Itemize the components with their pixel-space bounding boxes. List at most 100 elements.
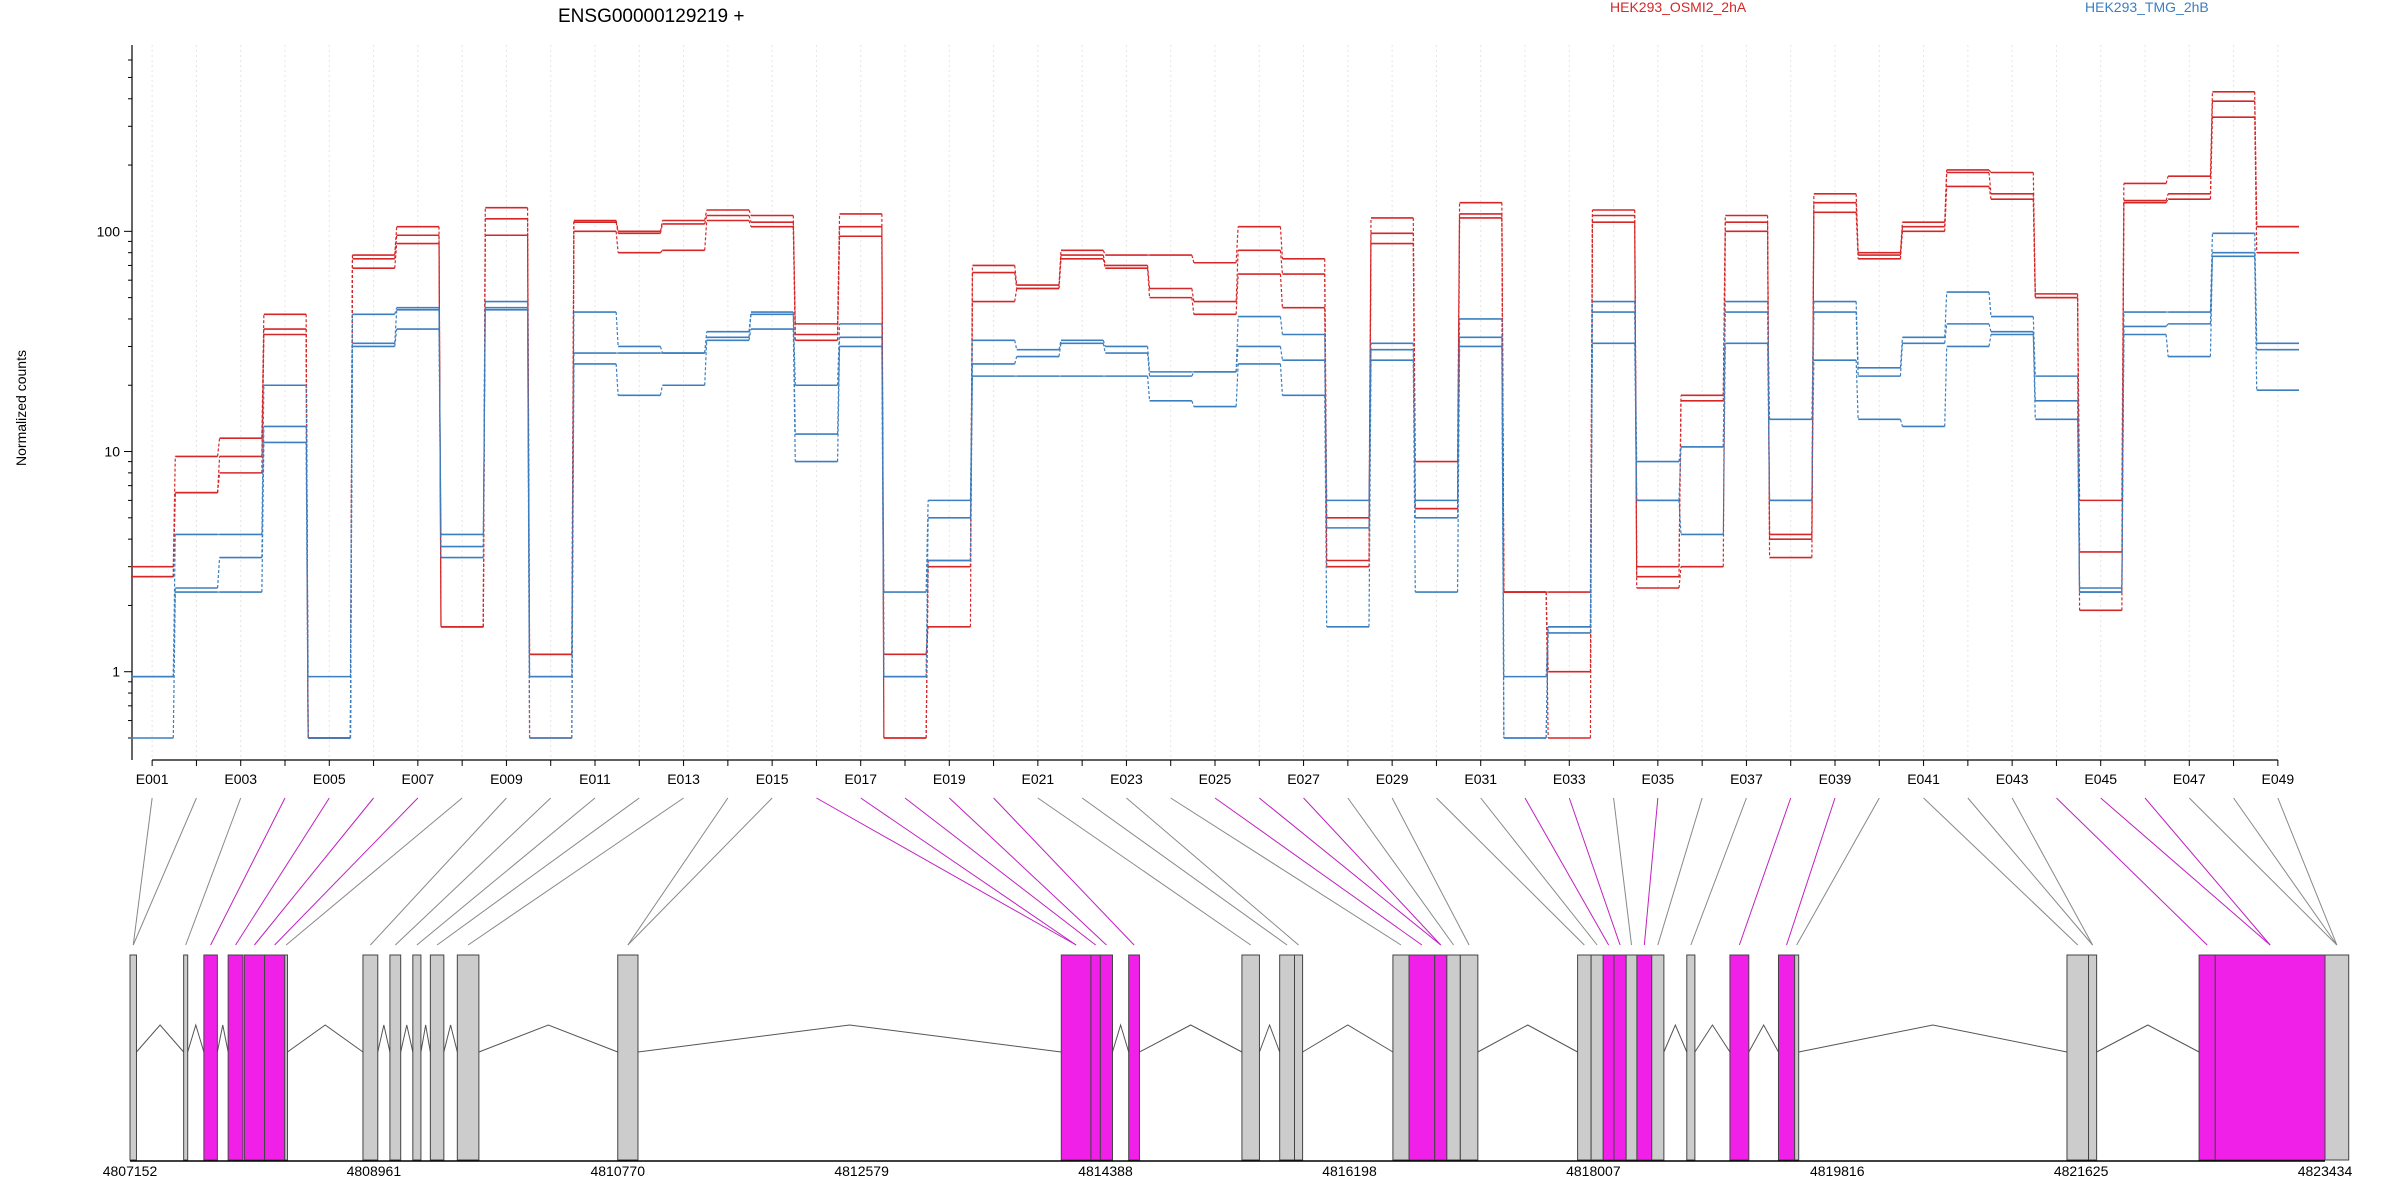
exon-block	[1241, 954, 1260, 1161]
step-connector	[748, 328, 752, 341]
step-connector	[1634, 343, 1638, 501]
connector-E014	[627, 797, 729, 946]
x-tick-label: E003	[224, 771, 257, 787]
intron-line	[1302, 1024, 1394, 1053]
step-connector	[1102, 343, 1106, 354]
connector-E045	[2100, 797, 2271, 946]
exon-block	[1686, 954, 1696, 1161]
step-connector	[1235, 346, 1239, 372]
step-connector	[394, 243, 398, 269]
genomic-tick-label: 4819816	[1810, 1163, 1865, 1179]
step-connector	[836, 236, 841, 335]
step-connector	[659, 249, 663, 254]
exon-block	[2214, 954, 2326, 1161]
step-connector	[1324, 395, 1328, 627]
y-axis: 1 10 100	[97, 45, 133, 760]
step-connector	[792, 329, 796, 462]
exon-block	[1625, 954, 1638, 1161]
step-connector	[1988, 169, 1992, 173]
step-connector	[1102, 250, 1106, 256]
step-connector	[1412, 349, 1416, 518]
step-connector	[1678, 446, 1682, 501]
x-tick-label: E029	[1376, 771, 1409, 787]
connector-E034	[1613, 797, 1633, 946]
step-connector	[1722, 312, 1726, 447]
x-tick-label: E039	[1819, 771, 1852, 787]
connector-E030	[1436, 797, 1585, 946]
connector-E031	[1480, 797, 1598, 946]
connector-E004	[210, 797, 286, 946]
intron-line	[443, 1024, 458, 1053]
step-connector	[1899, 343, 1904, 377]
step-connector	[526, 309, 531, 739]
step-connector	[172, 492, 176, 577]
step-connector	[1102, 254, 1106, 266]
x-axis: E001 E003 E005 E007 E009 E011 E013 E015 E017 E019…	[136, 759, 2294, 787]
step-connector	[1412, 360, 1416, 593]
genomic-tick-label: 4812579	[834, 1163, 889, 1179]
connector-E043	[2011, 797, 2094, 946]
exon-block	[129, 954, 137, 1161]
exon-block	[2198, 954, 2216, 1161]
step-connector	[925, 500, 929, 593]
x-tick-label: E007	[402, 771, 435, 787]
step-connector	[1545, 592, 1549, 672]
step-connector	[2032, 172, 2036, 294]
intron-line	[1663, 1023, 1688, 1053]
connector-E010	[394, 797, 552, 946]
legend-tmg: HEK293_TMG_2hB	[2085, 0, 2209, 15]
step-connector	[2165, 334, 2169, 357]
x-tick-label: E047	[2173, 771, 2206, 787]
connector-E037	[1690, 797, 1747, 946]
exon-block	[1060, 954, 1092, 1161]
step-connector	[1279, 226, 1284, 259]
exon-block	[429, 954, 445, 1161]
step-connector	[1014, 272, 1018, 289]
step-connector	[1501, 346, 1505, 739]
step-connector	[172, 534, 176, 677]
x-tick-label: E045	[2084, 771, 2117, 787]
step-connector	[1988, 186, 1992, 200]
step-connector	[615, 312, 619, 347]
step-connector	[615, 231, 619, 253]
exon-block	[2324, 954, 2350, 1161]
connector-E017	[860, 797, 1077, 946]
step-connector	[1988, 323, 1992, 332]
step-connector	[881, 346, 885, 677]
connector-E024	[1170, 797, 1402, 946]
intron-line	[1694, 1024, 1731, 1053]
step-connector	[1235, 363, 1239, 407]
step-connector	[1722, 343, 1726, 535]
step-connector	[1678, 566, 1682, 589]
step-connector	[1855, 212, 1859, 259]
connector-E033	[1568, 797, 1621, 946]
exon-block	[1636, 954, 1653, 1161]
x-tick-label: E015	[756, 771, 789, 787]
step-connector	[1899, 337, 1904, 368]
connector-E025	[1214, 797, 1423, 946]
exon-block	[2088, 954, 2098, 1161]
intron-line	[1798, 1024, 2068, 1053]
step-connector	[1102, 340, 1106, 347]
connector-E026	[1258, 797, 1442, 946]
step-connector	[2209, 252, 2214, 324]
genomic-tick-label: 4823434	[2298, 1163, 2353, 1179]
step-connector	[704, 209, 708, 221]
step-connector	[704, 337, 708, 354]
step-connector	[394, 235, 398, 259]
step-connector	[704, 340, 708, 386]
step-connector	[2165, 193, 2169, 201]
step-connector	[1324, 307, 1328, 567]
step-connector	[394, 328, 398, 347]
exon-block	[1128, 954, 1140, 1161]
step-connector	[349, 346, 354, 739]
intron-line	[216, 1024, 229, 1053]
y-tick-label: 1	[112, 664, 120, 680]
step-connector	[1235, 226, 1239, 263]
intron-line	[187, 1023, 205, 1053]
step-connector	[1014, 340, 1018, 350]
exon-block	[1590, 954, 1604, 1161]
connector-E048	[2233, 797, 2338, 946]
gridlines	[151, 45, 2279, 760]
step-connector	[2165, 176, 2169, 184]
